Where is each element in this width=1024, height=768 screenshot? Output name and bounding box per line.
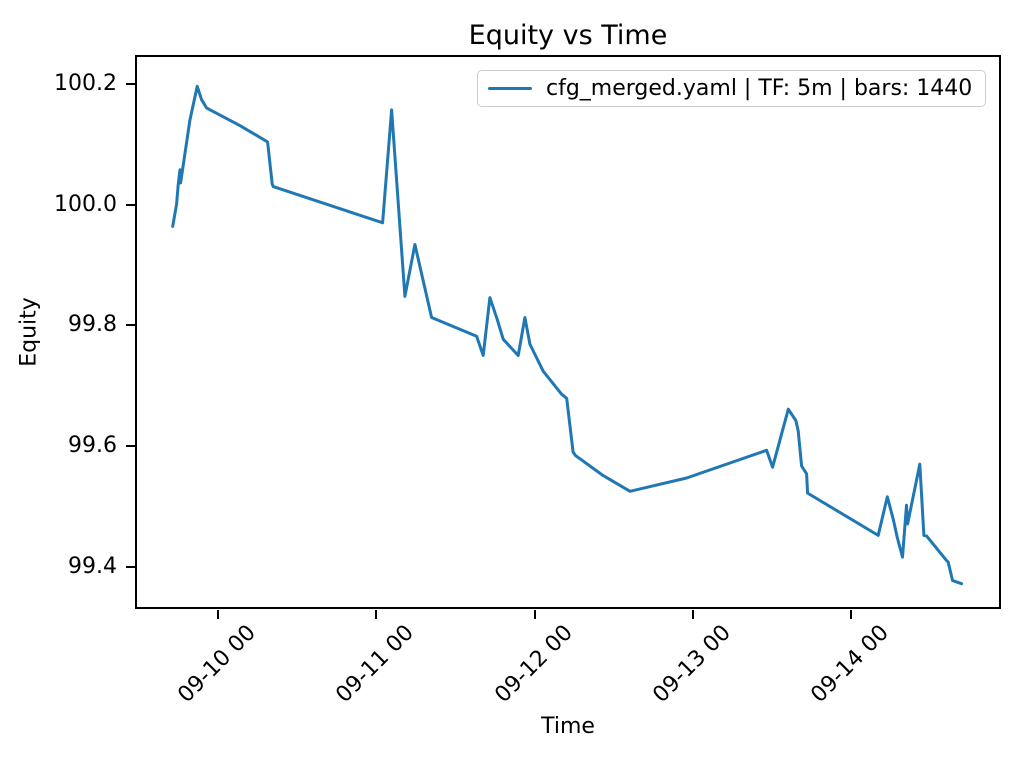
legend-label: cfg_merged.yaml | TF: 5m | bars: 1440 — [546, 76, 973, 101]
y-tick-mark — [126, 82, 135, 85]
plot-area — [135, 55, 1001, 609]
equity-line-chart — [135, 55, 1001, 609]
y-tick-label: 99.6 — [68, 433, 117, 459]
x-tick-mark — [850, 610, 853, 619]
y-tick-mark — [126, 565, 135, 568]
x-tick-mark — [216, 610, 219, 619]
x-tick-label: 09-12 00 — [489, 620, 578, 708]
axes-frame — [135, 55, 1001, 609]
x-tick-label: 09-13 00 — [648, 620, 736, 708]
y-tick-label: 100.2 — [54, 70, 117, 96]
equity-series-line — [171, 84, 964, 586]
legend-line-swatch — [488, 86, 532, 91]
x-tick-mark — [533, 610, 536, 619]
y-tick-mark — [126, 445, 135, 448]
x-tick-label: 09-10 00 — [173, 620, 261, 708]
chart-title: Equity vs Time — [468, 20, 668, 51]
x-tick-mark — [691, 610, 694, 619]
y-tick-label: 99.8 — [68, 312, 117, 338]
y-tick-label: 100.0 — [54, 191, 117, 217]
y-tick-mark — [126, 324, 135, 327]
y-tick-mark — [126, 203, 135, 206]
x-tick-label: 09-14 00 — [806, 620, 895, 708]
y-tick-label: 99.4 — [68, 553, 117, 579]
x-tick-label: 09-11 00 — [331, 620, 420, 708]
x-axis-label: Time — [541, 714, 595, 739]
x-tick-mark — [375, 610, 378, 619]
y-axis-label: Equity — [16, 297, 42, 367]
legend: cfg_merged.yaml | TF: 5m | bars: 1440 — [477, 70, 987, 107]
